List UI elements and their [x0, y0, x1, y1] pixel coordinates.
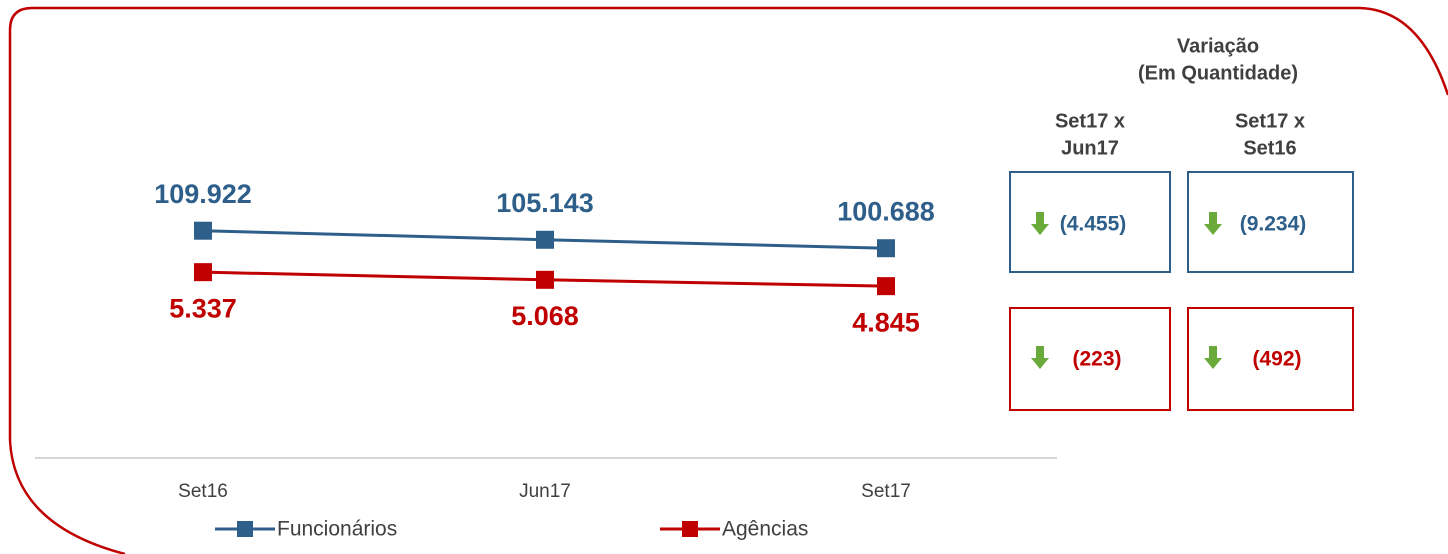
frame — [8, 6, 1448, 554]
variation-box — [1009, 171, 1171, 273]
variation-value: (9.234) — [1240, 213, 1307, 236]
variation-box — [1009, 307, 1171, 411]
data-label: 4.845 — [852, 307, 920, 337]
data-label: 5.068 — [511, 301, 579, 331]
data-label: 109.922 — [154, 179, 252, 209]
variation-box — [1187, 171, 1354, 273]
column-header: Jun17 — [1061, 137, 1119, 159]
x-tick-label: Set17 — [861, 481, 911, 502]
x-tick-label: Set16 — [178, 481, 228, 502]
variation-title: Variação — [1177, 35, 1259, 57]
column-header: Set17 x — [1055, 110, 1125, 132]
point-marker — [194, 263, 212, 282]
down-arrow — [1204, 346, 1222, 369]
variation-title: (Em Quantidade) — [1138, 62, 1298, 84]
legend-marker — [682, 521, 698, 537]
down-arrow — [1031, 212, 1049, 235]
data-label: 100.688 — [837, 196, 935, 226]
legend-label: Agências — [722, 518, 808, 541]
column-header: Set17 x — [1235, 110, 1305, 132]
down-arrow — [1031, 346, 1049, 369]
point-marker — [194, 221, 212, 240]
point-marker — [536, 230, 554, 249]
legend-marker — [237, 521, 253, 537]
legend-label: Funcionários — [277, 518, 397, 541]
down-arrow — [1204, 212, 1222, 235]
x-tick-label: Jun17 — [519, 481, 571, 502]
point-marker — [877, 239, 895, 258]
variation-value: (492) — [1252, 348, 1301, 371]
column-header: Set16 — [1243, 137, 1296, 159]
data-label: 105.143 — [496, 188, 594, 218]
variation-value: (4.455) — [1060, 213, 1127, 236]
data-label: 5.337 — [169, 293, 237, 323]
point-marker — [877, 277, 895, 296]
variation-box — [1187, 307, 1354, 411]
variation-value: (223) — [1072, 348, 1121, 371]
point-marker — [536, 270, 554, 289]
